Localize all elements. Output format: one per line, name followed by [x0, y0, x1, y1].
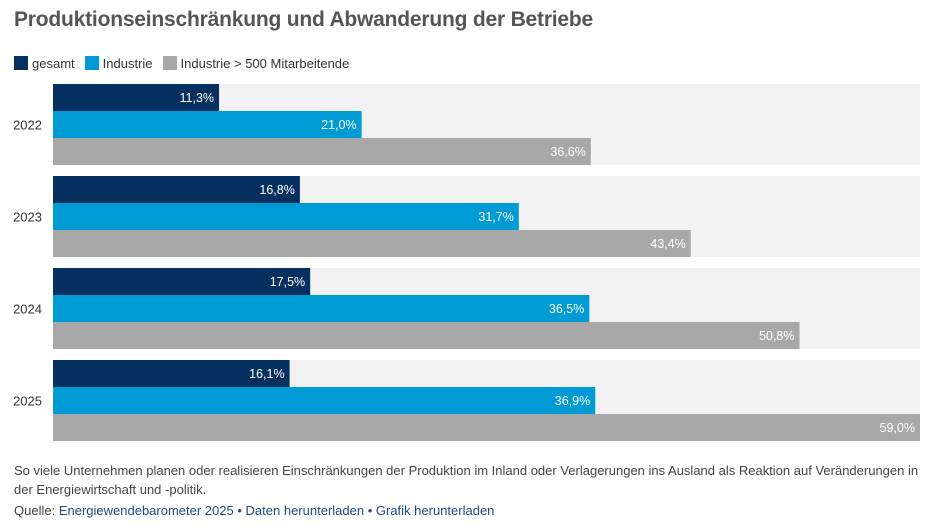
- legend: gesamt Industrie Industrie > 500 Mitarbe…: [14, 55, 359, 71]
- bar[interactable]: [53, 176, 300, 203]
- bar[interactable]: [53, 230, 691, 257]
- legend-label-industrie-500: Industrie > 500 Mitarbeitende: [180, 55, 350, 71]
- bar-chart: 2022 11,3% 21,0% 36,6% 2023 16,8% 31,7% 43,4% 20…: [13, 84, 920, 441]
- legend-swatch-industrie-500: [162, 56, 177, 70]
- bar[interactable]: [53, 360, 290, 387]
- chart-title: Produktionseinschränkung und Abwanderung…: [14, 8, 594, 31]
- download-data-link[interactable]: Daten herunterladen: [245, 503, 365, 518]
- y-tick-label: 2023: [13, 210, 42, 225]
- source-label: Quelle:: [14, 503, 56, 518]
- data-label: 31,7%: [478, 210, 513, 224]
- bar[interactable]: [53, 203, 519, 230]
- y-tick-label: 2025: [13, 394, 42, 409]
- bar[interactable]: [53, 322, 800, 349]
- chart-description: So viele Unternehmen planen oder realisi…: [14, 463, 919, 497]
- data-label: 43,4%: [650, 237, 685, 251]
- bar[interactable]: [53, 111, 362, 138]
- legend-item-gesamt[interactable]: gesamt: [14, 56, 75, 71]
- legend-swatch-gesamt: [14, 56, 28, 70]
- bar[interactable]: [53, 414, 920, 441]
- legend-swatch-industrie: [84, 56, 99, 70]
- report-link[interactable]: Energiewendebarometer 2025: [58, 503, 234, 518]
- legend-label-gesamt: gesamt: [32, 55, 75, 71]
- separator: •: [367, 503, 373, 518]
- bar[interactable]: [53, 268, 311, 295]
- y-tick-label: 2024: [13, 302, 42, 317]
- legend-item-industrie-500[interactable]: Industrie > 500 Mitarbeitende: [162, 55, 350, 71]
- bar[interactable]: [53, 138, 591, 165]
- data-label: 59,0%: [880, 421, 915, 435]
- data-label: 16,8%: [259, 183, 294, 197]
- data-label: 17,5%: [270, 275, 305, 289]
- data-label: 36,9%: [555, 394, 590, 408]
- bar[interactable]: [53, 84, 220, 111]
- legend-label-industrie: Industrie: [102, 55, 153, 71]
- data-label: 21,0%: [321, 118, 356, 132]
- source-line: Quelle: Energiewendebarometer 2025 • Dat…: [14, 503, 494, 518]
- bar[interactable]: [53, 387, 596, 414]
- download-graphic-link[interactable]: Grafik herunterladen: [375, 503, 495, 518]
- separator: •: [237, 503, 242, 518]
- data-label: 36,5%: [549, 302, 584, 316]
- legend-item-industrie[interactable]: Industrie: [84, 55, 153, 71]
- y-tick-label: 2022: [13, 118, 42, 133]
- bar[interactable]: [53, 295, 590, 322]
- data-label: 11,3%: [180, 91, 215, 105]
- data-label: 50,8%: [759, 329, 794, 343]
- data-label: 36,6%: [550, 145, 585, 159]
- data-label: 16,1%: [249, 367, 284, 381]
